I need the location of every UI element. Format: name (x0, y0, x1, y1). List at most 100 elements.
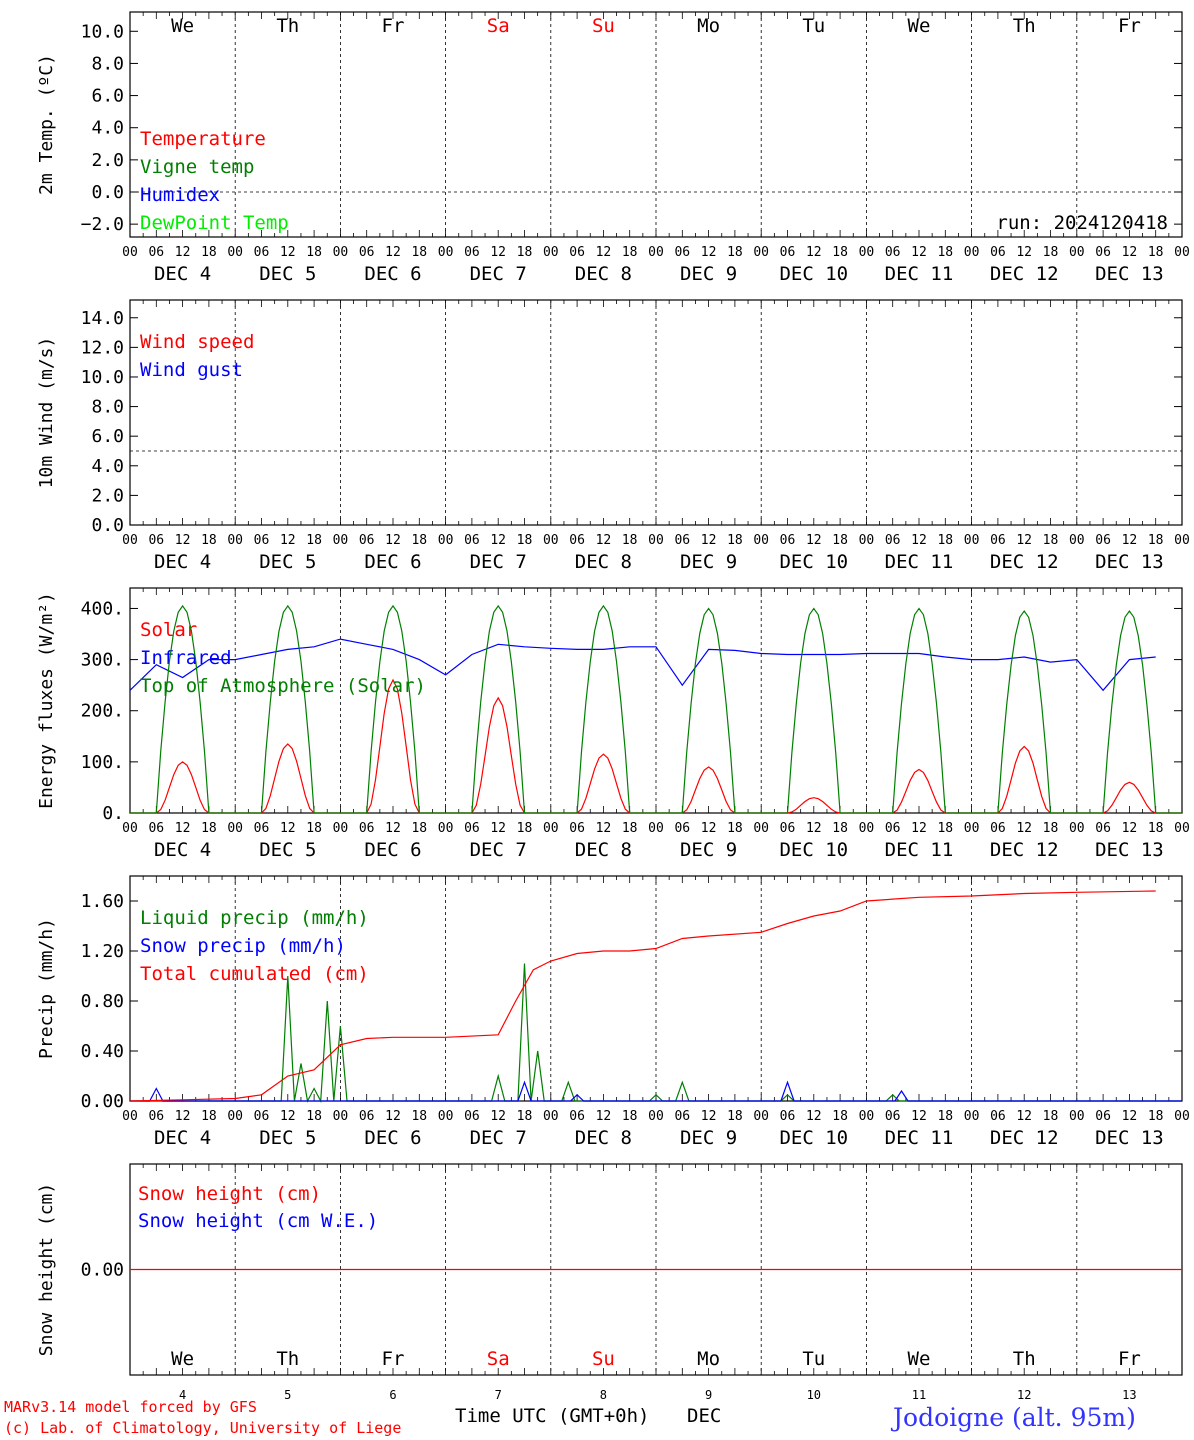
hour-tick-label: 18 (622, 1109, 638, 1124)
y-axis-label: 10m Wind (m/s) (36, 337, 57, 489)
y-tick-label: 0.0 (91, 515, 124, 536)
hour-tick-label: 06 (569, 1109, 585, 1124)
date-label: DEC 7 (470, 551, 527, 573)
hour-tick-label: 00 (859, 1109, 875, 1124)
date-label: DEC 9 (680, 1127, 737, 1149)
date-label: DEC 12 (990, 551, 1059, 573)
date-label: DEC 10 (779, 1127, 848, 1149)
hour-tick-label: 00 (753, 533, 769, 548)
date-label: DEC 5 (259, 551, 316, 573)
day-of-week-label: Sa (487, 15, 510, 37)
y-tick-label: 0.00 (81, 1091, 124, 1112)
y-tick-label: −2.0 (81, 214, 124, 235)
legend-entry: Snow height (cm) (138, 1183, 321, 1205)
hour-tick-label: 06 (569, 245, 585, 260)
hour-tick-label: 00 (438, 245, 454, 260)
date-label: DEC 4 (154, 1127, 211, 1149)
hour-tick-label: 18 (832, 245, 848, 260)
hour-tick-label: 06 (990, 821, 1006, 836)
hour-tick-label: 18 (1043, 245, 1059, 260)
hour-tick-label: 12 (911, 821, 927, 836)
day-of-week-label: Sa (487, 1348, 510, 1370)
hour-tick-label: 00 (122, 245, 138, 260)
hour-tick-label: 06 (990, 1109, 1006, 1124)
hour-tick-label: 06 (674, 821, 690, 836)
y-tick-label: 4.0 (91, 118, 124, 139)
hour-tick-label: 18 (1148, 533, 1164, 548)
hour-tick-label: 12 (490, 533, 506, 548)
date-label: DEC 11 (885, 551, 954, 573)
hour-tick-label: 00 (122, 821, 138, 836)
hour-tick-label: 06 (885, 1109, 901, 1124)
legend-entry: Wind speed (140, 331, 254, 353)
hour-tick-label: 06 (254, 533, 270, 548)
legend-entry: Snow height (cm W.E.) (138, 1210, 378, 1232)
run-label: run: 2024120418 (996, 212, 1168, 234)
hour-tick-label: 06 (359, 533, 375, 548)
day-of-week-label: Su (592, 1348, 615, 1370)
hour-tick-label: 12 (385, 533, 401, 548)
series-line-precip-1 (130, 1080, 1182, 1102)
legend-entry: Humidex (140, 184, 220, 206)
hour-tick-label: 18 (832, 533, 848, 548)
hour-tick-label: 12 (1122, 533, 1138, 548)
hour-tick-label: 12 (385, 245, 401, 260)
day-number-label: 6 (389, 1388, 396, 1402)
hour-tick-label: 18 (201, 1109, 217, 1124)
date-label: DEC 8 (575, 1127, 632, 1149)
hour-tick-label: 06 (1095, 245, 1111, 260)
legend-entry: Liquid precip (mm/h) (140, 907, 369, 929)
hour-tick-label: 18 (411, 821, 427, 836)
hour-tick-label: 00 (964, 533, 980, 548)
hour-tick-label: 00 (1069, 533, 1085, 548)
hour-tick-label: 00 (859, 245, 875, 260)
hour-tick-label: 00 (227, 821, 243, 836)
hour-tick-label: 18 (201, 821, 217, 836)
y-tick-label: 200. (81, 701, 124, 722)
hour-tick-label: 00 (859, 533, 875, 548)
hour-tick-label: 06 (148, 533, 164, 548)
hour-tick-label: 12 (1016, 1109, 1032, 1124)
hour-tick-label: 18 (306, 533, 322, 548)
hour-tick-label: 06 (780, 245, 796, 260)
hour-tick-label: 18 (937, 821, 953, 836)
panel-frame-temp (129, 11, 1183, 238)
hour-tick-label: 00 (333, 1109, 349, 1124)
hour-tick-label: 06 (464, 821, 480, 836)
y-tick-label: 0.0 (91, 182, 124, 203)
hour-tick-label: 18 (1043, 821, 1059, 836)
hour-tick-label: 06 (780, 1109, 796, 1124)
hour-tick-label: 12 (1122, 821, 1138, 836)
hour-tick-label: 18 (411, 1109, 427, 1124)
day-number-label: 10 (807, 1388, 821, 1402)
series-line-energy-2 (130, 604, 1182, 814)
hour-tick-label: 00 (1069, 821, 1085, 836)
hour-tick-label: 18 (306, 245, 322, 260)
hour-tick-label: 06 (1095, 821, 1111, 836)
hour-tick-label: 06 (1095, 1109, 1111, 1124)
hour-tick-label: 00 (753, 821, 769, 836)
date-label: DEC 10 (779, 551, 848, 573)
hour-tick-label: 12 (175, 245, 191, 260)
date-label: DEC 12 (990, 263, 1059, 285)
y-tick-label: 6.0 (91, 86, 124, 107)
day-of-week-label: Fr (382, 15, 405, 37)
hour-tick-label: 12 (701, 245, 717, 260)
hour-tick-label: 12 (490, 1109, 506, 1124)
day-of-week-label: We (908, 1348, 931, 1370)
day-of-week-label: Fr (382, 1348, 405, 1370)
hour-tick-label: 00 (227, 1109, 243, 1124)
model-credit-line1: MARv3.14 model forced by GFS (4, 1398, 257, 1416)
date-label: DEC 9 (680, 263, 737, 285)
y-tick-label: 1.20 (81, 941, 124, 962)
panel-frame-energy (129, 587, 1183, 814)
y-tick-label: 0.80 (81, 991, 124, 1012)
hour-tick-label: 00 (543, 1109, 559, 1124)
hour-tick-label: 06 (359, 245, 375, 260)
date-label: DEC 10 (779, 263, 848, 285)
date-label: DEC 6 (364, 1127, 421, 1149)
date-label: DEC 7 (470, 1127, 527, 1149)
y-axis-label: 2m Temp. (ºC) (36, 54, 57, 195)
hour-tick-label: 00 (438, 1109, 454, 1124)
